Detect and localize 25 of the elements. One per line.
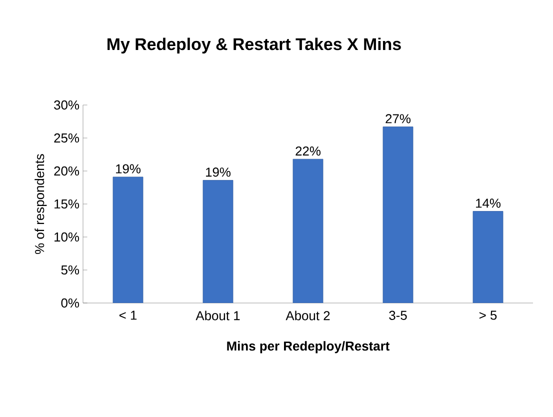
chart-title: My Redeploy & Restart Takes X Mins <box>108 38 401 54</box>
data-label: 22% <box>296 146 321 156</box>
bar <box>472 211 504 303</box>
y-tick-label: 5% <box>61 265 80 275</box>
x-tick-label: < 1 <box>119 310 137 320</box>
bar <box>112 176 144 303</box>
data-label: 27% <box>386 114 411 124</box>
x-tick-label: About 1 <box>196 310 240 320</box>
y-tick-label: 20% <box>54 166 80 176</box>
y-tick-label: 15% <box>54 199 80 209</box>
y-tick-label: 30% <box>54 100 80 110</box>
x-tick-label: About 2 <box>286 310 330 320</box>
x-tick-label: > 5 <box>479 310 497 320</box>
bar <box>382 126 414 303</box>
bar <box>292 158 324 303</box>
data-label: 19% <box>206 168 231 177</box>
y-tick-label: 0% <box>61 298 80 308</box>
y-tick-label: 10% <box>54 232 80 242</box>
data-label: 19% <box>116 164 141 174</box>
y-tick-label: 25% <box>54 133 80 143</box>
y-axis-title: % of respondents <box>34 154 47 254</box>
data-label: 14% <box>476 198 501 208</box>
x-axis-title: Mins per Redeploy/Restart <box>227 341 390 354</box>
bar <box>202 180 234 303</box>
x-tick-label: 3-5 <box>389 310 407 320</box>
